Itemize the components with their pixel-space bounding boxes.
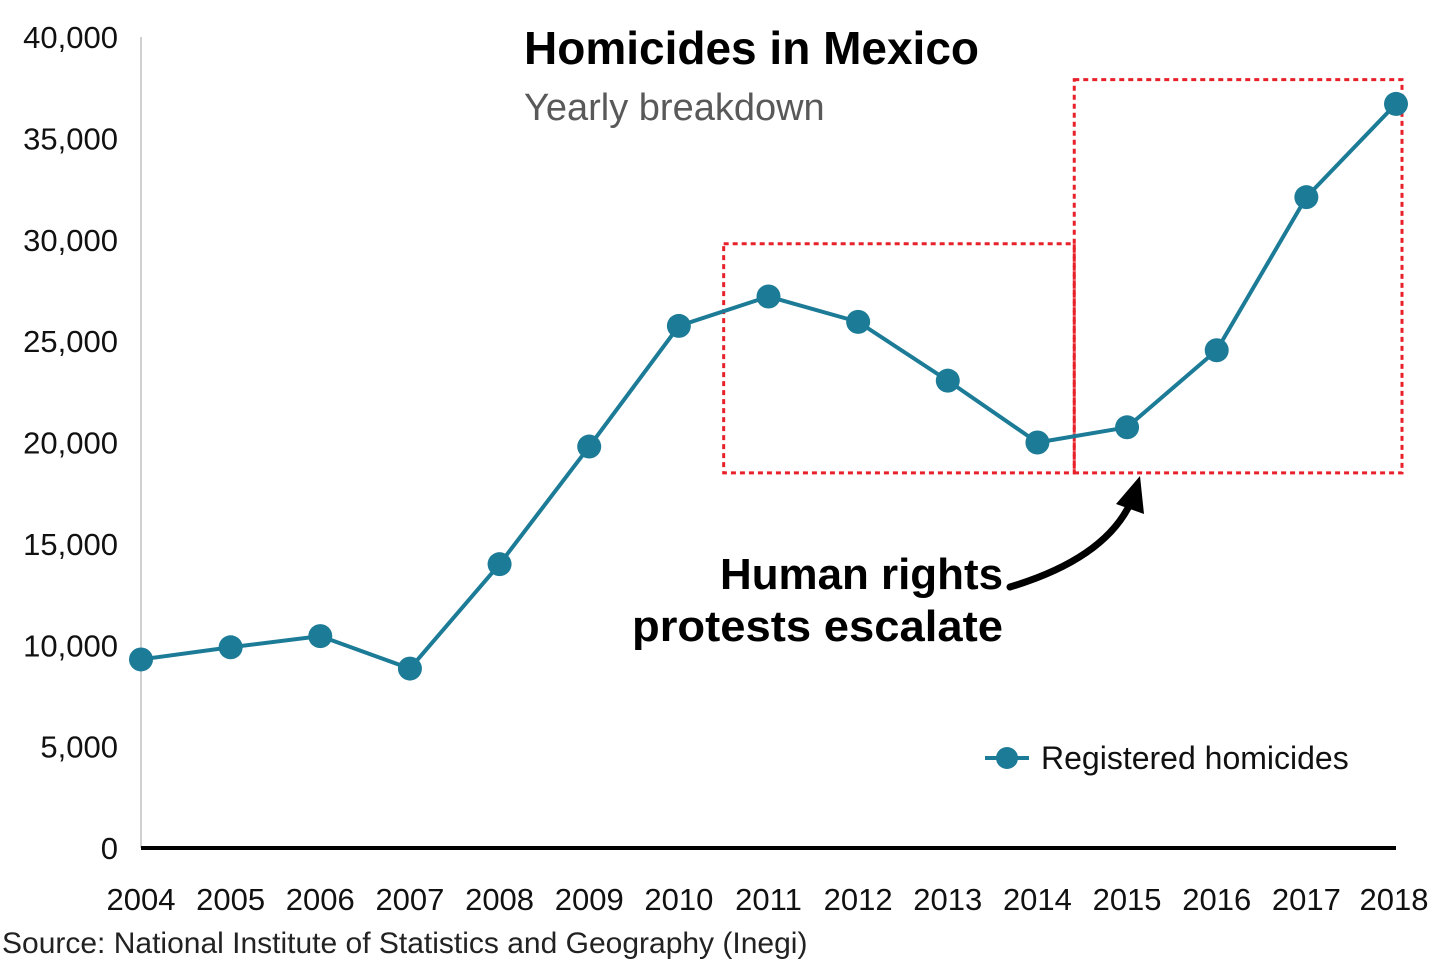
x-tick-label: 2011 — [735, 882, 802, 917]
y-tick-label: 5,000 — [40, 730, 118, 765]
annotation-line-2: protests escalate — [632, 602, 1003, 651]
x-tick-label: 2015 — [1093, 882, 1162, 917]
x-tick-label: 2012 — [824, 882, 893, 917]
y-tick-label: 0 — [101, 831, 118, 866]
x-tick-label: 2007 — [375, 882, 444, 917]
data-point-2016 — [1204, 338, 1229, 363]
x-tick-label: 2018 — [1360, 882, 1429, 917]
x-tick-label: 2017 — [1272, 882, 1341, 917]
x-tick-label: 2010 — [644, 882, 713, 917]
y-axis-tick-labels: 0 5,000 10,000 15,000 20,000 25,000 30,000 35,0… — [23, 20, 118, 866]
data-point-2012 — [846, 309, 871, 334]
annotation: Human rights protests escalate — [632, 476, 1144, 651]
y-tick-label: 25,000 — [23, 324, 118, 359]
chart-title: Homicides in Mexico — [524, 22, 979, 74]
chart-subtitle: Yearly breakdown — [524, 87, 825, 129]
x-tick-label: 2004 — [107, 882, 176, 917]
data-point-2008 — [487, 552, 512, 577]
annotation-arrow — [1006, 504, 1132, 591]
highlight-box-2015-2018 — [1072, 78, 1404, 475]
x-tick-label: 2016 — [1182, 882, 1251, 917]
x-tick-label: 2005 — [196, 882, 265, 917]
data-point-2011 — [756, 284, 781, 309]
annotation-arrowhead-icon — [1116, 476, 1144, 514]
highlight-boxes — [722, 78, 1404, 475]
highlight-box-2011-2014 — [722, 242, 1076, 475]
source-note: Source: National Institute of Statistics… — [2, 927, 807, 960]
data-point-2018 — [1384, 91, 1408, 116]
y-tick-label: 10,000 — [23, 628, 118, 663]
y-tick-label: 35,000 — [23, 121, 118, 156]
legend-label: Registered homicides — [1041, 740, 1349, 776]
y-tick-label: 20,000 — [23, 426, 118, 461]
axes — [140, 37, 1396, 850]
data-point-2005 — [218, 635, 243, 660]
legend-marker-icon — [996, 747, 1018, 769]
y-tick-label: 30,000 — [23, 223, 118, 258]
data-point-2009 — [577, 434, 602, 459]
data-point-2010 — [666, 313, 691, 338]
legend: Registered homicides — [985, 740, 1349, 776]
x-tick-label: 2009 — [555, 882, 624, 917]
x-tick-label: 2006 — [286, 882, 355, 917]
data-point-2006 — [308, 624, 333, 649]
data-point-2013 — [935, 368, 960, 393]
y-tick-label: 15,000 — [23, 527, 118, 562]
x-tick-label: 2013 — [913, 882, 982, 917]
annotation-line-1: Human rights — [720, 550, 1003, 599]
data-point-2007 — [397, 656, 422, 681]
data-point-2015 — [1115, 415, 1140, 440]
series-points — [129, 91, 1408, 681]
data-point-2017 — [1294, 185, 1319, 210]
x-axis-tick-labels: 2004 2005 2006 2007 2008 2009 2010 2011 2012 2013… — [107, 882, 1429, 917]
x-tick-label: 2014 — [1003, 882, 1072, 917]
x-tick-label: 2008 — [465, 882, 534, 917]
y-tick-label: 40,000 — [23, 20, 118, 55]
data-point-2004 — [129, 647, 153, 672]
data-point-2014 — [1025, 430, 1050, 455]
